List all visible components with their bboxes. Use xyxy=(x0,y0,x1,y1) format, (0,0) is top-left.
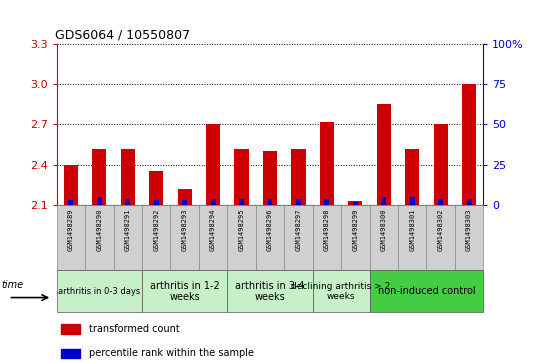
Bar xyxy=(410,197,415,205)
Bar xyxy=(462,84,476,205)
Text: GSM1498297: GSM1498297 xyxy=(295,208,301,251)
Bar xyxy=(149,171,163,205)
Text: GSM1498302: GSM1498302 xyxy=(437,208,444,251)
FancyBboxPatch shape xyxy=(369,205,398,270)
Bar xyxy=(438,199,443,205)
Text: GSM1498303: GSM1498303 xyxy=(466,208,472,251)
FancyBboxPatch shape xyxy=(57,205,85,270)
Bar xyxy=(267,199,273,205)
Text: GSM1498290: GSM1498290 xyxy=(96,208,103,251)
Text: GSM1498295: GSM1498295 xyxy=(239,208,245,251)
FancyBboxPatch shape xyxy=(313,205,341,270)
Text: GSM1498294: GSM1498294 xyxy=(210,208,216,251)
Bar xyxy=(377,104,391,205)
FancyBboxPatch shape xyxy=(142,270,227,312)
Bar xyxy=(61,325,80,334)
FancyBboxPatch shape xyxy=(427,205,455,270)
Bar xyxy=(405,148,420,205)
Text: percentile rank within the sample: percentile rank within the sample xyxy=(89,348,254,358)
FancyBboxPatch shape xyxy=(113,205,142,270)
Bar xyxy=(296,199,301,205)
Bar xyxy=(348,201,362,205)
Bar xyxy=(211,199,215,205)
FancyBboxPatch shape xyxy=(341,205,369,270)
FancyBboxPatch shape xyxy=(227,205,256,270)
FancyBboxPatch shape xyxy=(57,270,142,312)
Text: transformed count: transformed count xyxy=(89,324,179,334)
Text: GSM1498298: GSM1498298 xyxy=(324,208,330,251)
FancyBboxPatch shape xyxy=(369,270,483,312)
Bar xyxy=(69,200,73,205)
Text: declining arthritis > 2
weeks: declining arthritis > 2 weeks xyxy=(292,282,391,301)
FancyBboxPatch shape xyxy=(313,270,369,312)
Text: GDS6064 / 10550807: GDS6064 / 10550807 xyxy=(55,28,190,41)
Bar xyxy=(64,165,78,205)
Bar xyxy=(434,125,448,205)
Text: GSM1498292: GSM1498292 xyxy=(153,208,159,251)
FancyBboxPatch shape xyxy=(171,205,199,270)
Text: GSM1498289: GSM1498289 xyxy=(68,208,74,251)
Text: arthritis in 1-2
weeks: arthritis in 1-2 weeks xyxy=(150,281,220,302)
Bar xyxy=(154,200,159,205)
Bar xyxy=(178,189,192,205)
Bar xyxy=(320,122,334,205)
FancyBboxPatch shape xyxy=(256,205,284,270)
FancyBboxPatch shape xyxy=(199,205,227,270)
Text: GSM1498296: GSM1498296 xyxy=(267,208,273,251)
Bar xyxy=(234,148,248,205)
Text: arthritis in 3-4
weeks: arthritis in 3-4 weeks xyxy=(235,281,305,302)
Text: arthritis in 0-3 days: arthritis in 0-3 days xyxy=(58,287,140,296)
Bar xyxy=(263,151,277,205)
Text: GSM1498301: GSM1498301 xyxy=(409,208,415,251)
Bar xyxy=(292,148,306,205)
FancyBboxPatch shape xyxy=(85,205,113,270)
Bar xyxy=(467,199,471,205)
Bar xyxy=(206,125,220,205)
Text: time: time xyxy=(1,280,23,290)
FancyBboxPatch shape xyxy=(398,205,427,270)
FancyBboxPatch shape xyxy=(227,270,313,312)
Bar xyxy=(61,349,80,358)
Text: GSM1498291: GSM1498291 xyxy=(125,208,131,251)
Bar xyxy=(92,148,106,205)
FancyBboxPatch shape xyxy=(142,205,171,270)
Bar xyxy=(182,200,187,205)
Bar xyxy=(239,199,244,205)
Bar xyxy=(97,197,102,205)
Text: GSM1498299: GSM1498299 xyxy=(352,208,359,251)
Bar xyxy=(353,202,358,205)
Bar xyxy=(325,199,329,205)
FancyBboxPatch shape xyxy=(284,205,313,270)
Bar xyxy=(125,199,130,205)
FancyBboxPatch shape xyxy=(455,205,483,270)
Bar xyxy=(381,197,386,205)
Bar xyxy=(121,148,135,205)
Text: GSM1498293: GSM1498293 xyxy=(181,208,188,251)
Text: non-induced control: non-induced control xyxy=(377,286,475,296)
Text: GSM1498300: GSM1498300 xyxy=(381,208,387,251)
